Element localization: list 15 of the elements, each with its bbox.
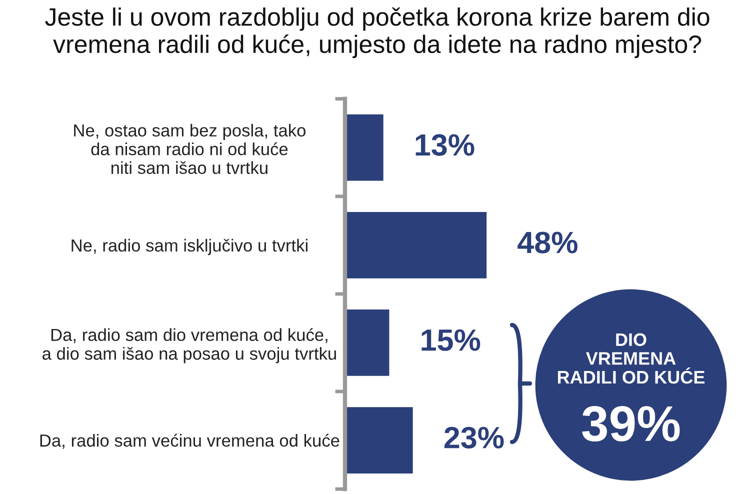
bar — [345, 310, 390, 376]
bar — [345, 212, 487, 278]
data-label: 23% — [444, 426, 504, 449]
y-tick-label: Ne, radio sam isključivo u tvrtki — [72, 238, 308, 256]
data-label: 13% — [416, 134, 474, 156]
text: 39% — [582, 406, 680, 442]
bar — [345, 114, 384, 181]
bar — [345, 407, 413, 474]
y-tick-label: Da, radio sam većinu vremena od kuće — [40, 434, 340, 449]
data-label: 15% — [422, 329, 480, 351]
data-label: 48% — [518, 232, 578, 254]
y-tick-label: Ne, ostao sam bez posla, tako da nisam radio ni od kuće niti sam išao u tvrtku — [74, 124, 306, 174]
text: DIO VREMENA RADILI OD KUĆE — [558, 333, 705, 384]
chart-title: Jeste li u ovom razdoblju od početka korona krize barem dio vremena radili od kuće, umjesto da idete na radno mjesto? — [45, 7, 710, 58]
y-tick-label: Da, radio sam dio vremena od kuće, a dio sam išao na posao u svoju tvrtku — [42, 328, 336, 364]
